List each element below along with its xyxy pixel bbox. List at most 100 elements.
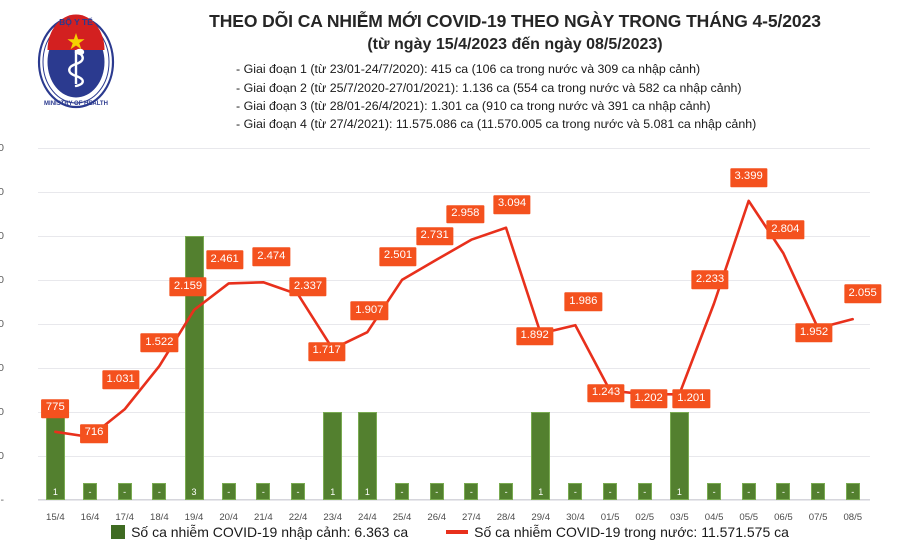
y-axis-left-tick: 3.000 bbox=[0, 230, 4, 242]
x-axis-tick-label: 04/5 bbox=[704, 512, 724, 523]
bar: 3 bbox=[184, 236, 204, 500]
title-block: THEO DÕI CA NHIỄM MỚI COVID-19 THEO NGÀY… bbox=[140, 10, 890, 134]
bar-slot: - bbox=[385, 148, 420, 500]
x-axis-tick-label: 25/4 bbox=[392, 512, 412, 523]
bar-value-label: - bbox=[712, 487, 716, 497]
phase-line: - Giai đoạn 2 (từ 25/7/2020-27/01/2021):… bbox=[236, 80, 742, 95]
bar-value-label: - bbox=[573, 487, 577, 497]
bar: 1 bbox=[669, 412, 689, 500]
line-value-label: 716 bbox=[80, 424, 108, 443]
x-axis-tick-label: 20/4 bbox=[219, 512, 239, 523]
x-axis-tick-label: 26/4 bbox=[427, 512, 447, 523]
x-axis-tick-label: 03/5 bbox=[670, 512, 689, 523]
bar-slot: - bbox=[73, 148, 108, 500]
bar-value-label: - bbox=[747, 487, 751, 497]
line-value-label: 1.892 bbox=[516, 326, 554, 346]
x-axis-tick-label: 22/4 bbox=[288, 512, 308, 523]
bar: 1 bbox=[323, 412, 343, 500]
bar-value-label: 1 bbox=[364, 487, 370, 497]
line-value-label: 2.233 bbox=[691, 270, 729, 290]
bar-value-label: - bbox=[608, 487, 612, 497]
phase-line: - Giai đoạn 4 (từ 27/4/2021): 11.575.086… bbox=[236, 117, 757, 132]
x-axis-labels: 15/4 16/4 17/4 18/4 19/4 20/4 21/4 22/4 23/4 24/4… bbox=[38, 512, 870, 534]
bar-value-label: - bbox=[435, 487, 439, 497]
bar-slot: 1 bbox=[350, 148, 385, 500]
x-axis-tick-label: 29/4 bbox=[531, 512, 551, 523]
bar-value-label: - bbox=[88, 487, 92, 497]
x-axis-tick-label: 27/4 bbox=[462, 512, 481, 523]
bar: - bbox=[845, 483, 860, 500]
plot-area: 4.00043.50043.00032.50032.00021.50021.00… bbox=[0, 140, 900, 554]
bar: - bbox=[117, 483, 132, 500]
bar-value-label: - bbox=[643, 487, 647, 497]
bar-slot: 1 bbox=[523, 148, 558, 500]
bar-value-label: - bbox=[816, 487, 820, 497]
bar-value-label: 3 bbox=[191, 487, 197, 497]
bar: - bbox=[499, 483, 514, 500]
bar-value-label: - bbox=[469, 487, 473, 497]
bar: - bbox=[811, 483, 826, 500]
bar-value-label: - bbox=[781, 487, 785, 497]
line-value-label: 1.986 bbox=[564, 292, 602, 312]
bar-slot: - bbox=[419, 148, 454, 500]
line-value-label: 1.031 bbox=[102, 370, 140, 390]
gridline bbox=[38, 412, 870, 413]
bar-value-label: 1 bbox=[52, 487, 58, 497]
bar: - bbox=[464, 483, 479, 500]
phase-line: - Giai đoạn 1 (từ 23/01-24/7/2020): 415 … bbox=[236, 62, 701, 77]
x-axis-tick-label: 24/4 bbox=[358, 512, 377, 523]
bar-swatch-icon bbox=[111, 525, 126, 539]
x-axis-tick-label: 01/5 bbox=[600, 512, 620, 523]
bar-value-label: - bbox=[504, 487, 508, 497]
gridline bbox=[38, 500, 870, 501]
bar-value-label: - bbox=[261, 487, 265, 497]
bar-slot: 3 bbox=[177, 148, 212, 500]
y-axis-left-tick: 1.500 bbox=[0, 362, 4, 374]
line-value-label: 1.201 bbox=[672, 389, 710, 409]
x-axis-tick-label: 16/4 bbox=[80, 512, 100, 523]
bar-slot: - bbox=[593, 148, 628, 500]
bar: - bbox=[568, 483, 583, 500]
gridline bbox=[38, 324, 870, 325]
gridline bbox=[38, 192, 870, 193]
gridlines: 4.00043.50043.00032.50032.00021.50021.00… bbox=[0, 142, 870, 506]
y-axis-left-tick: 500 bbox=[0, 450, 4, 462]
bar: - bbox=[83, 483, 97, 500]
phase-summary-list: - Giai đoạn 1 (từ 23/01-24/7/2020): 415 … bbox=[140, 60, 890, 133]
line-value-label: 2.958 bbox=[446, 204, 484, 224]
phase-line: - Giai đoạn 3 (từ 28/01-26/4/2021): 1.30… bbox=[236, 98, 711, 113]
x-axis-tick-label: 23/4 bbox=[323, 512, 343, 523]
line-value-label: 2.159 bbox=[169, 277, 207, 296]
bar: - bbox=[429, 483, 444, 500]
bar: - bbox=[221, 483, 236, 500]
x-axis-tick-label: 07/5 bbox=[808, 512, 828, 523]
line-value-label: 2.804 bbox=[766, 220, 804, 240]
line-value-label: 3.399 bbox=[730, 168, 768, 187]
bar: 1 bbox=[531, 412, 551, 500]
x-axis-tick-label: 30/4 bbox=[566, 512, 585, 523]
bar-slot: - bbox=[454, 148, 489, 500]
x-axis-tick-label: 08/5 bbox=[843, 512, 863, 523]
bar-slot: - bbox=[835, 148, 870, 500]
chart-legend: Số ca nhiễm COVID-19 nhập cảnh: 6.363 ca… bbox=[0, 524, 900, 540]
gridline bbox=[38, 148, 870, 149]
line-value-label: 2.731 bbox=[416, 226, 454, 246]
bar-value-label: 1 bbox=[538, 487, 544, 497]
line-value-label: 2.337 bbox=[289, 277, 327, 297]
line-value-label: 2.501 bbox=[379, 247, 417, 266]
bar-series-import-cases: 1 - - - 3 - - - 1 1 - - - - 1 - - - 1 - - - - - bbox=[38, 148, 870, 500]
line-value-label: 1.717 bbox=[308, 342, 346, 361]
x-axis-tick-label: 21/4 bbox=[254, 512, 273, 523]
line-value-label: 1.907 bbox=[350, 301, 388, 321]
y-axis-left-tick: 1.000 bbox=[0, 406, 4, 418]
x-axis-tick-label: 18/4 bbox=[150, 512, 169, 523]
y-axis-left-tick: - bbox=[0, 494, 5, 506]
gridline bbox=[38, 368, 870, 369]
line-swatch-icon bbox=[446, 530, 469, 534]
legend-label-import-cases: Số ca nhiễm COVID-19 nhập cảnh: 6.363 ca bbox=[131, 524, 409, 540]
line-value-label: 1.522 bbox=[140, 333, 178, 353]
line-series-domestic-cases bbox=[38, 148, 870, 500]
bar: - bbox=[256, 483, 271, 500]
legend-item-import-cases: Số ca nhiễm COVID-19 nhập cảnh: 6.363 ca bbox=[111, 524, 408, 540]
